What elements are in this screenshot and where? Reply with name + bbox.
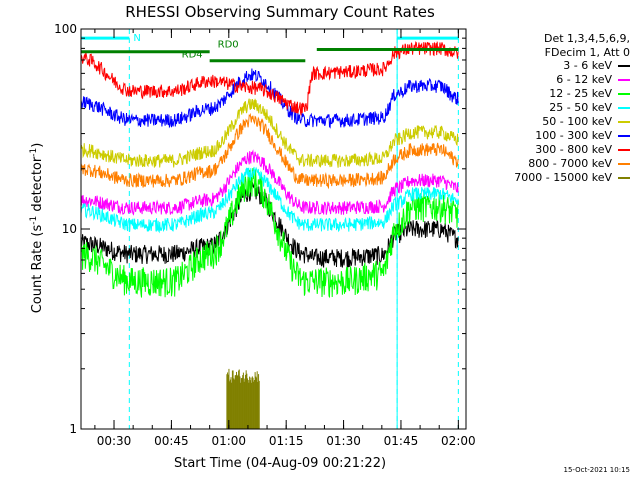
x-tick-label-0030: 00:30 [97, 434, 132, 448]
legend-entry: 6 - 12 keV [556, 73, 630, 86]
series-12-25-kev [80, 168, 459, 299]
legend-label: 3 - 6 keV [563, 59, 612, 72]
legend-swatch [618, 106, 630, 109]
x-axis-label: Start Time (04-Aug-09 00:21:22) [174, 456, 386, 471]
x-tick-label-0100: 01:00 [211, 434, 246, 448]
legend-swatch [618, 78, 630, 81]
y-axis-label-main: Count Rate (s [30, 225, 45, 314]
series-25-50-kev [80, 166, 459, 234]
y-axis-label-rest: detector [30, 156, 45, 216]
legend-swatch [618, 120, 630, 123]
night-label: N [133, 33, 140, 44]
series-6-12-kev [80, 149, 459, 216]
legend-entry: 12 - 25 keV [549, 87, 630, 100]
series-800-7000-kev [80, 112, 459, 190]
legend-entry: 25 - 50 keV [549, 101, 630, 114]
legend-swatch [618, 162, 630, 165]
rd0-label: RD0 [218, 40, 239, 51]
x-tick-label-0130: 01:30 [326, 434, 361, 448]
legend-swatch [618, 134, 630, 137]
legend-entry: 7000 - 15000 keV [514, 171, 630, 184]
plot-area: RD4 RD0 N [80, 29, 459, 429]
legend-label: 300 - 800 keV [535, 143, 612, 156]
x-tick-label-0145: 01:45 [384, 434, 419, 448]
y-axis-label-sup2: -1 [29, 148, 39, 157]
x-tick-label-0200: 02:00 [441, 434, 476, 448]
series-3-6-kev [80, 182, 459, 268]
legend-entry: 50 - 100 keV [542, 115, 630, 128]
y-tick-label-1: 1 [69, 422, 77, 436]
legend-label: 25 - 50 keV [549, 101, 612, 114]
legend-label: 800 - 7000 keV [528, 157, 612, 170]
legend-label: 12 - 25 keV [549, 87, 612, 100]
legend-header-line-2: FDecim 1, Att 0 [544, 46, 630, 59]
legend-swatch [618, 92, 630, 95]
y-tick-label-100: 100 [54, 22, 77, 36]
legend-entry: 300 - 800 keV [535, 143, 630, 156]
x-tick-label-0115: 01:15 [269, 434, 304, 448]
legend-header-line-1: Det 1,3,4,5,6,9, [543, 32, 630, 45]
y-tick-label-10: 10 [62, 222, 77, 236]
timestamp: 15-Oct-2021 10:15 [563, 466, 630, 474]
legend-label: 6 - 12 keV [556, 73, 612, 86]
legend-label: 50 - 100 keV [542, 115, 612, 128]
y-axis-label-end: ) [30, 143, 45, 148]
legend-entry: 3 - 6 keV [563, 59, 630, 72]
legend-label: 7000 - 15000 keV [514, 171, 612, 184]
legend-entry: 100 - 300 keV [535, 129, 630, 142]
legend-swatch [618, 176, 630, 179]
legend-label: 100 - 300 keV [535, 129, 612, 142]
y-axis-label: Count Rate (s-1 detector-1) [29, 143, 45, 314]
x-tick-label-0045: 00:45 [154, 434, 189, 448]
rd4-label: RD4 [182, 50, 203, 61]
chart-title: RHESSI Observing Summary Count Rates [125, 3, 435, 21]
series-7000-15000-kev [226, 368, 260, 429]
y-axis-label-sup: -1 [29, 216, 39, 225]
axes: 1 10 100 00:30 00:45 01:00 01:15 01:30 01:45 02:0… [54, 22, 476, 448]
legend-swatch [618, 64, 630, 67]
legend-swatch [618, 148, 630, 151]
legend-entry: 800 - 7000 keV [528, 157, 630, 170]
series-50-100-kev [80, 98, 459, 168]
